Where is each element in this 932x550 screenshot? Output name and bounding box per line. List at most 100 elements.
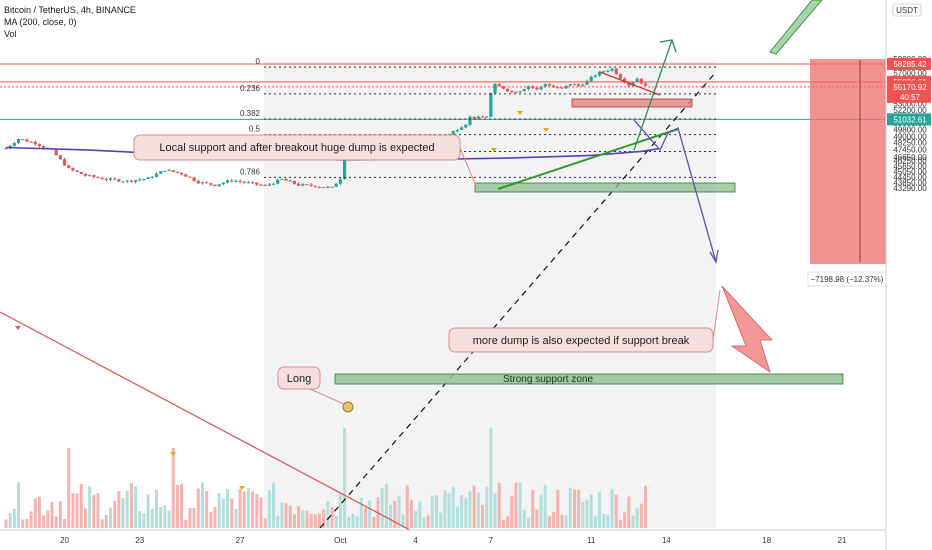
volume-bar	[192, 508, 196, 528]
price-tick-label: 46250.00	[893, 156, 927, 165]
candle-body	[221, 182, 225, 185]
volume-bar	[213, 506, 217, 528]
volume-bar	[426, 515, 430, 528]
price-badge-label: 51032.61	[893, 115, 927, 124]
volume-bar	[301, 510, 305, 528]
volume-bar	[8, 513, 12, 528]
candle-body	[643, 83, 648, 86]
candle-body	[338, 179, 342, 184]
sell-target-zone	[810, 59, 886, 264]
candle-body	[234, 180, 238, 182]
volume-bar	[443, 490, 447, 528]
volume-bar	[414, 510, 418, 528]
candle-body	[472, 116, 476, 119]
volume-bar	[217, 493, 221, 528]
volume-bar	[451, 486, 455, 528]
time-tick-label: 20	[60, 536, 69, 545]
volume-bar	[221, 498, 225, 528]
volume-bar	[460, 494, 464, 528]
signal-marker	[239, 486, 245, 490]
symbol-title: Bitcoin / TetherUS, 4h, BINANCE	[4, 5, 136, 15]
volume-bar	[589, 494, 593, 528]
volume-bar	[92, 494, 96, 528]
volume-bar	[121, 497, 125, 528]
volume-bar	[267, 490, 271, 528]
candle-body	[54, 149, 58, 156]
signal-marker	[491, 148, 497, 152]
price-tick-label: 49000.00	[893, 132, 927, 141]
volume-bar	[627, 496, 631, 528]
volume-bar	[355, 516, 359, 528]
candle-body	[12, 143, 16, 146]
fib-level-label: 0.5	[249, 125, 261, 134]
volume-bar	[464, 498, 468, 528]
volume-bar	[188, 508, 192, 528]
volume-bar	[623, 512, 627, 528]
candle-body	[330, 186, 334, 188]
volume-bar	[363, 507, 367, 528]
candle-body	[543, 84, 547, 87]
volume-bar	[610, 488, 614, 528]
volume-bar	[351, 513, 355, 528]
volume-bar	[159, 507, 163, 528]
candle-body	[614, 68, 618, 75]
candle-body	[16, 139, 21, 144]
volume-bar	[242, 491, 246, 528]
ma-legend: MA (200, close, 0)	[4, 17, 77, 27]
candle-body	[309, 184, 313, 186]
volume-bar	[305, 510, 309, 528]
candle-body	[460, 127, 464, 130]
candle-body	[167, 170, 171, 172]
signal-marker	[517, 111, 523, 115]
candle-body	[317, 186, 322, 188]
candle-body	[192, 177, 196, 181]
candle-body	[514, 91, 518, 93]
fib-level-label: 0.382	[240, 109, 261, 118]
time-tick-label: Oct	[334, 536, 347, 545]
candle-body	[464, 124, 468, 128]
volume-bar	[535, 509, 539, 528]
price-tick-label: 45050.00	[893, 167, 927, 176]
volume-bar	[138, 511, 142, 528]
candle-body	[25, 139, 29, 142]
signal-marker	[543, 128, 549, 132]
volume-bar	[439, 512, 443, 528]
candle-body	[37, 144, 42, 147]
volume-bar	[272, 482, 276, 528]
candle-body	[556, 87, 560, 89]
volume-bar	[234, 508, 238, 528]
long-text: Long	[287, 373, 311, 385]
volume-bar	[33, 498, 37, 528]
candle-body	[606, 70, 610, 72]
price-tick-label: 46650.00	[893, 153, 927, 162]
volume-bar	[71, 493, 75, 528]
volume-bar	[581, 502, 585, 528]
candle-body	[271, 183, 276, 185]
candle-body	[121, 181, 125, 183]
volume-bar	[263, 518, 267, 528]
volume-bar	[531, 490, 535, 528]
price-badge-label: 55170.92	[893, 83, 927, 92]
volume-bar	[343, 428, 347, 528]
volume-bar	[506, 516, 510, 528]
volume-bar	[150, 508, 154, 528]
candle-body	[480, 116, 485, 118]
volume-bar	[104, 515, 108, 528]
volume-bar	[338, 493, 342, 528]
volume-bar	[100, 519, 104, 528]
volume-bar	[409, 499, 413, 528]
candle-body	[501, 86, 506, 89]
candle-body	[96, 177, 100, 179]
candle-body	[276, 179, 280, 184]
price-tick-label: 45650.00	[893, 162, 927, 171]
candle-body	[196, 180, 200, 184]
volume-bar	[577, 489, 581, 528]
measure-label: −7198.98 (−12.37%)	[811, 275, 884, 284]
candle-body	[560, 87, 564, 89]
volume-bar	[510, 495, 514, 528]
candle-body	[518, 91, 522, 93]
candle-body	[301, 184, 305, 186]
volume-bar	[297, 506, 301, 528]
